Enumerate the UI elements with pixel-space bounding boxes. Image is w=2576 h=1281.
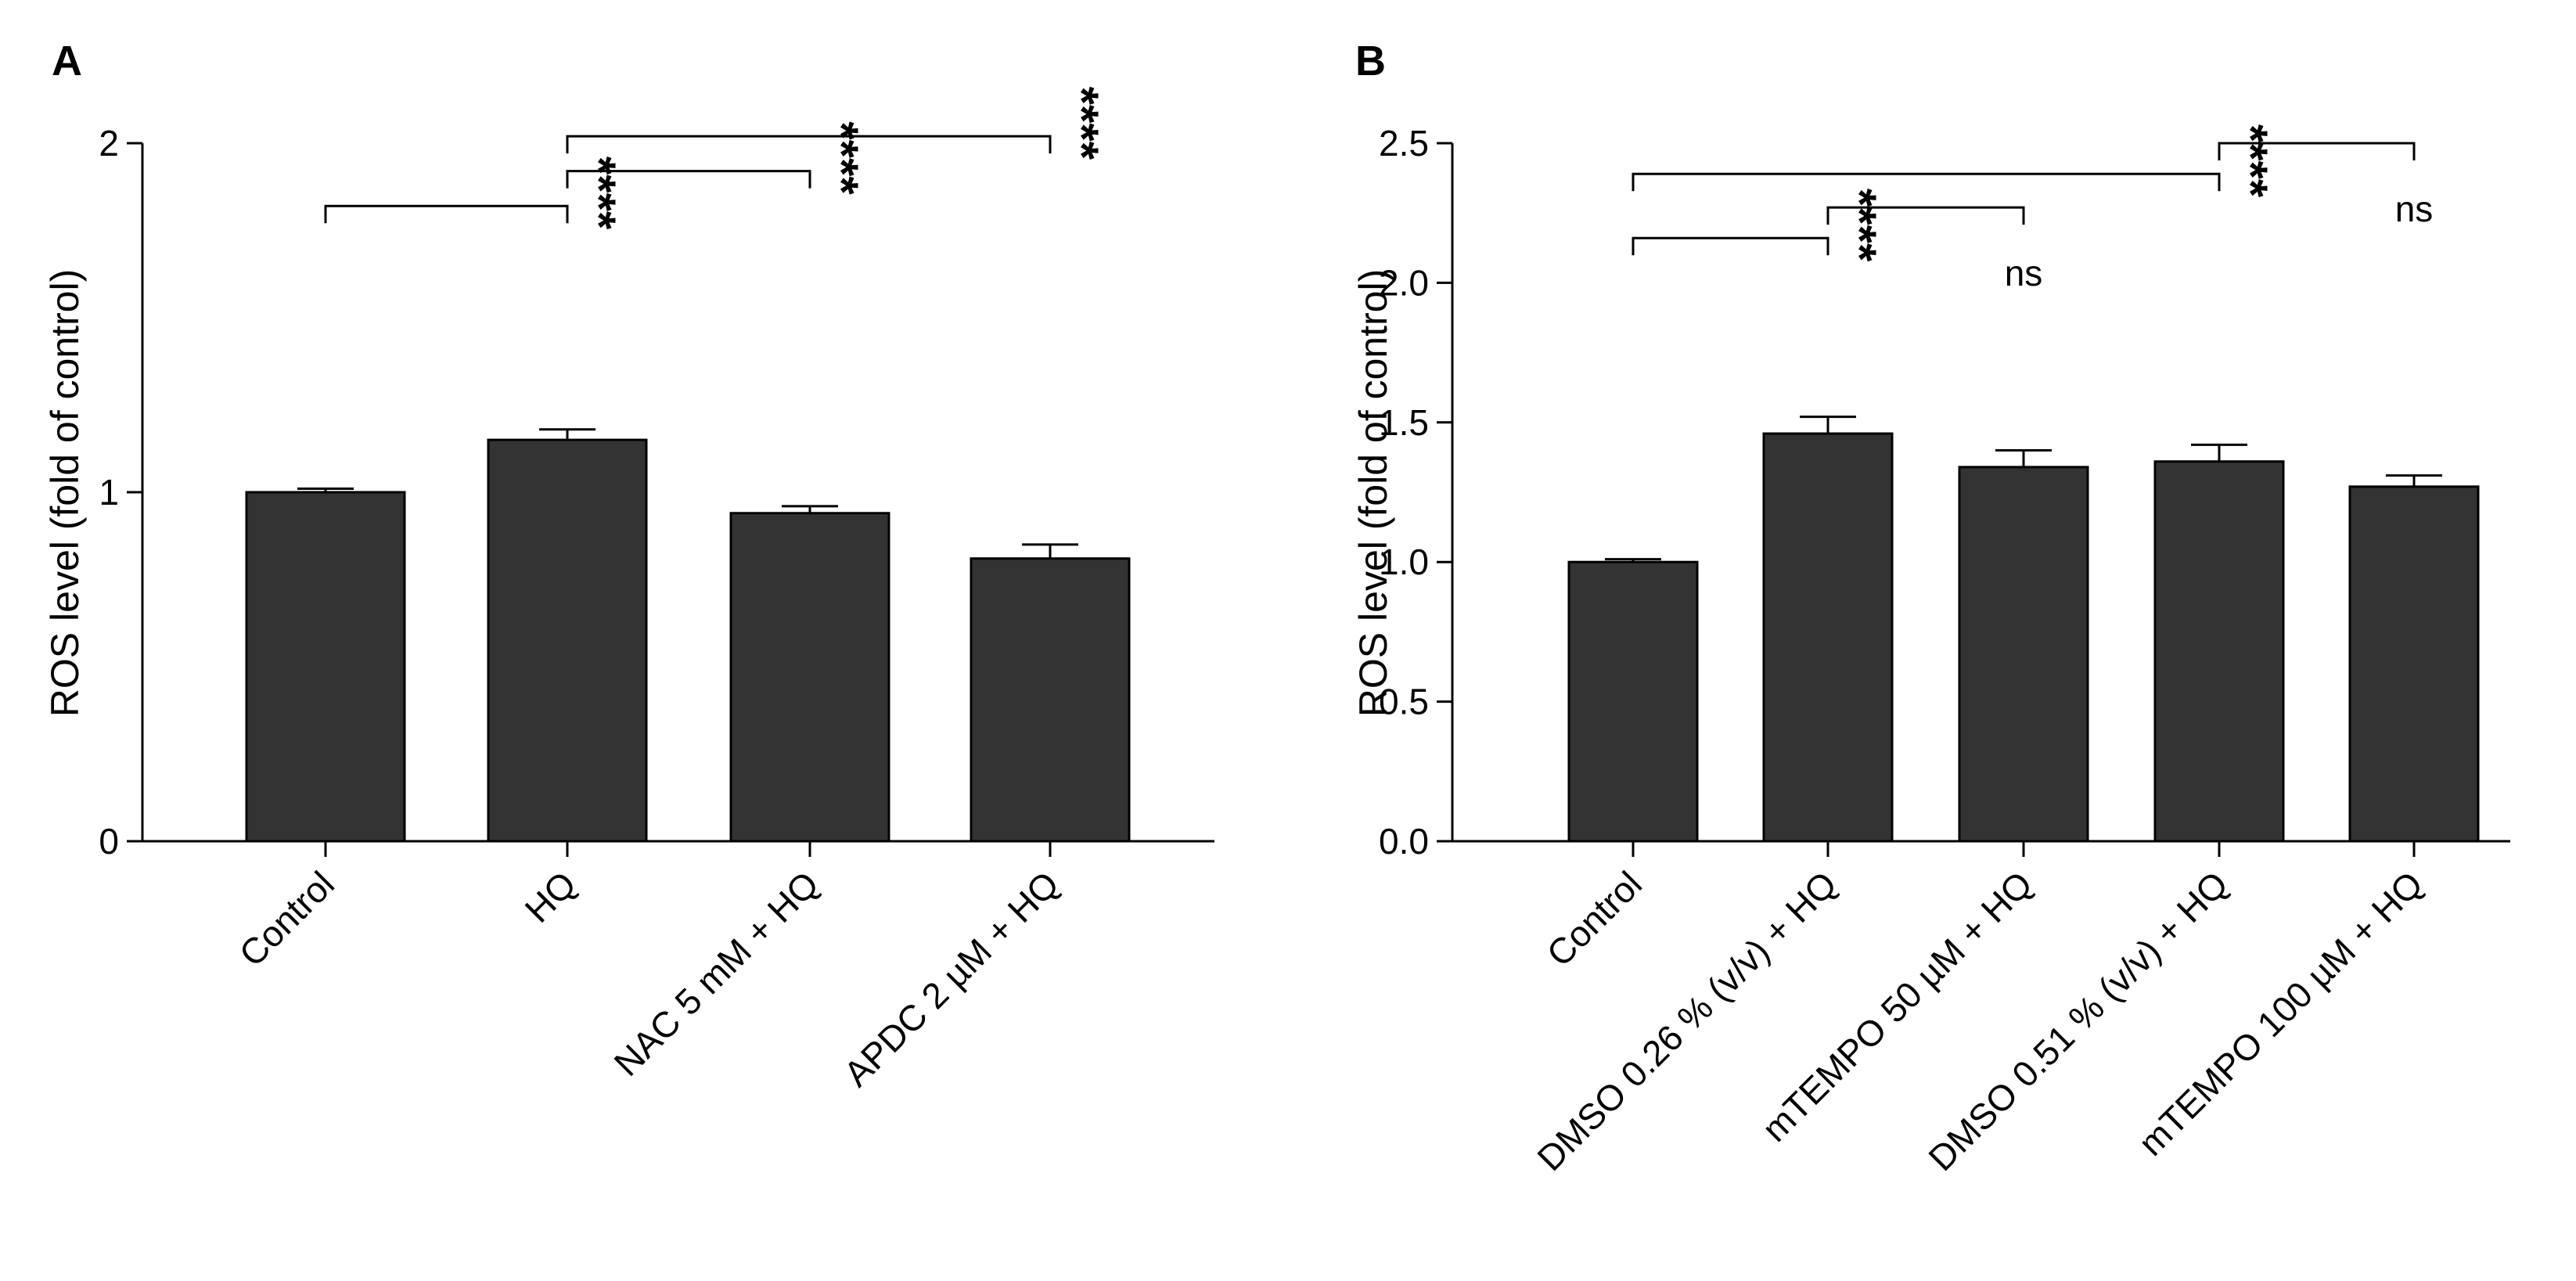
panel-a-bar	[729, 512, 890, 843]
panel-a-bar	[487, 438, 648, 843]
panel-a-y-axis-title: ROS level (fold of control)	[43, 269, 87, 717]
panel-a-significance-bracket	[566, 170, 811, 189]
panel-b-category-label: Control	[1538, 863, 1650, 974]
panel-a-y-tick-label: 0	[99, 821, 119, 862]
panel-b-y-tick-label: 2.5	[1379, 123, 1429, 164]
panel-b-bar	[1762, 432, 1894, 843]
panel-a-bar	[970, 557, 1131, 843]
panel-a-category-label: Control	[231, 863, 342, 974]
panel-b-bar	[1567, 560, 1699, 843]
panel-b-significance-bracket	[1826, 206, 2025, 225]
panel-b-y-tick-label: 0.0	[1379, 821, 1429, 862]
panel-b-label: B	[1355, 38, 1386, 85]
panel-b-significance-label: ns	[2005, 253, 2043, 293]
panel-a-label: A	[52, 38, 82, 85]
panel-b-bar	[2153, 460, 2285, 843]
panel-a-significance-label: ****	[573, 157, 625, 230]
panel-b-significance-label: ****	[1833, 189, 1886, 262]
panel-b-bar	[2348, 485, 2480, 843]
panel-a-y-tick-label: 1	[99, 472, 119, 513]
panel-a-significance-bracket	[566, 135, 1052, 154]
panel-b-y-tick-label: 0.5	[1379, 682, 1429, 722]
panel-a-significance-bracket	[324, 204, 569, 224]
panel-a-category-label: HQ	[517, 863, 585, 930]
panel-b-significance-bracket	[1632, 236, 1829, 256]
panel-b-significance-bracket	[2218, 142, 2416, 160]
panel-b-bar	[1958, 466, 2089, 843]
panel-a-category-label: NAC 5 mM + HQ	[606, 863, 826, 1084]
panel-a-bar	[245, 491, 406, 843]
panel-b-chart: B ROS level (fold of control) 0.0 0.5 1.0 1…	[1351, 38, 2510, 1178]
panel-a-y-tick-label: 2	[99, 123, 119, 164]
panel-a-significance-label: ****	[1056, 87, 1108, 160]
panel-a-category-label: APDC 2 µM + HQ	[836, 863, 1067, 1094]
panel-b-y-tick-label: 1.5	[1379, 402, 1429, 443]
panel-a-significance-label: ****	[815, 121, 868, 195]
panel-b-y-tick-label: 1.0	[1379, 542, 1429, 582]
panel-b-significance-bracket	[1632, 172, 2221, 192]
panel-b-significance-label: ns	[2395, 189, 2434, 229]
panel-b-y-tick-label: 2.0	[1379, 262, 1429, 303]
panel-b-significance-label: ****	[2225, 124, 2277, 198]
panel-b-y-axis-title: ROS level (fold of control)	[1351, 269, 1395, 717]
panel-a-chart: A ROS level (fold of control) 0 1 2 Control…	[43, 38, 1214, 1094]
